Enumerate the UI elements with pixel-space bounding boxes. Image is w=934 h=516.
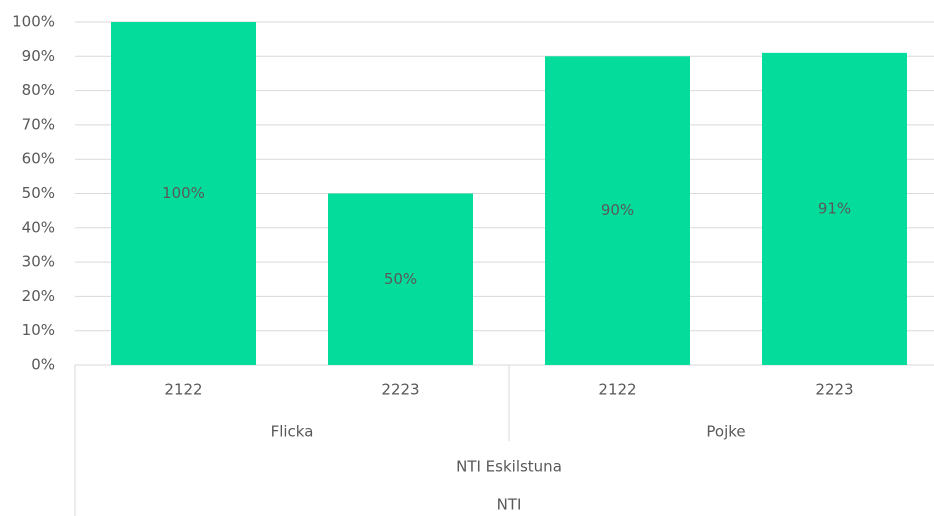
value-label: 91% bbox=[818, 199, 851, 217]
y-tick-label: 30% bbox=[22, 253, 55, 271]
y-tick-label: 60% bbox=[22, 150, 55, 168]
y-tick-label: 100% bbox=[12, 13, 55, 31]
y-tick-label: 50% bbox=[22, 184, 55, 202]
x-tick-label: 2223 bbox=[815, 381, 853, 399]
y-tick-label: 90% bbox=[22, 47, 55, 65]
bar bbox=[762, 52, 907, 366]
group-label: Pojke bbox=[706, 423, 745, 441]
y-tick-label: 80% bbox=[22, 81, 55, 99]
x-tick-label: 2122 bbox=[164, 381, 202, 399]
bar bbox=[545, 56, 690, 366]
y-tick-label: 10% bbox=[22, 321, 55, 339]
y-tick-label: 0% bbox=[31, 356, 55, 374]
y-tick-label: 20% bbox=[22, 287, 55, 305]
value-label: 100% bbox=[162, 184, 205, 202]
y-tick-label: 70% bbox=[22, 115, 55, 133]
value-label: 50% bbox=[384, 270, 417, 288]
group-label: NTI bbox=[497, 496, 522, 514]
x-tick-label: 2223 bbox=[381, 381, 419, 399]
bar bbox=[111, 22, 256, 365]
group-label: NTI Eskilstuna bbox=[456, 458, 562, 476]
group-label: Flicka bbox=[271, 423, 314, 441]
value-label: 90% bbox=[601, 201, 634, 219]
y-tick-label: 40% bbox=[22, 218, 55, 236]
x-tick-label: 2122 bbox=[598, 381, 636, 399]
bar bbox=[328, 193, 473, 365]
